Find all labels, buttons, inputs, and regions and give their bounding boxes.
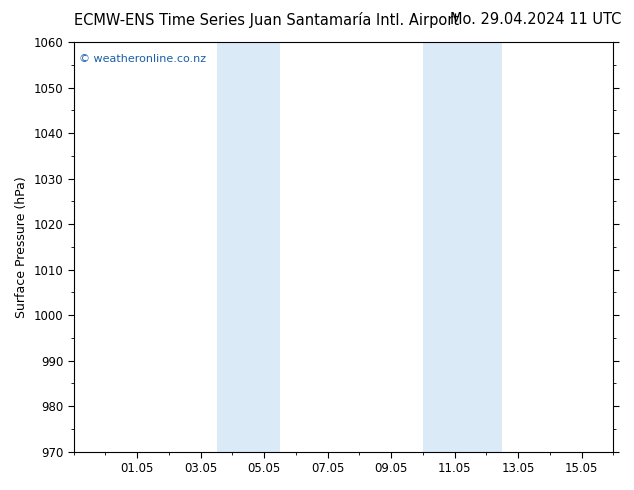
Bar — [423, 42, 502, 452]
Text: © weatheronline.co.nz: © weatheronline.co.nz — [79, 54, 206, 64]
Text: ECMW-ENS Time Series Juan Santamaría Intl. Airport: ECMW-ENS Time Series Juan Santamaría Int… — [74, 12, 459, 28]
Bar — [217, 42, 280, 452]
Y-axis label: Surface Pressure (hPa): Surface Pressure (hPa) — [15, 176, 28, 318]
Text: Mo. 29.04.2024 11 UTC: Mo. 29.04.2024 11 UTC — [450, 12, 621, 27]
